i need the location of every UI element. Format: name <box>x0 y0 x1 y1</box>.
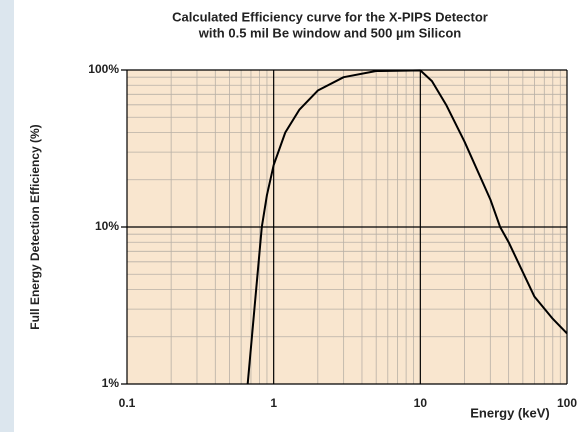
y-axis-label: Full Energy Detection Efficiency (%) <box>28 124 42 329</box>
y-tick-label: 100% <box>88 62 119 76</box>
curve <box>246 69 568 385</box>
x-tick-label: 0.1 <box>119 396 136 410</box>
chart-title: with 0.5 mil Be window and 500 µm Silico… <box>198 25 462 40</box>
chart-title: Calculated Efficiency curve for the X-PI… <box>172 9 488 24</box>
y-tick-label: 1% <box>102 376 120 390</box>
x-axis-label: Energy (keV) <box>470 405 549 420</box>
x-tick-label: 1 <box>270 396 277 410</box>
x-tick-label: 10 <box>414 396 428 410</box>
y-tick-label: 10% <box>95 219 119 233</box>
x-tick-label: 100 <box>557 396 577 410</box>
